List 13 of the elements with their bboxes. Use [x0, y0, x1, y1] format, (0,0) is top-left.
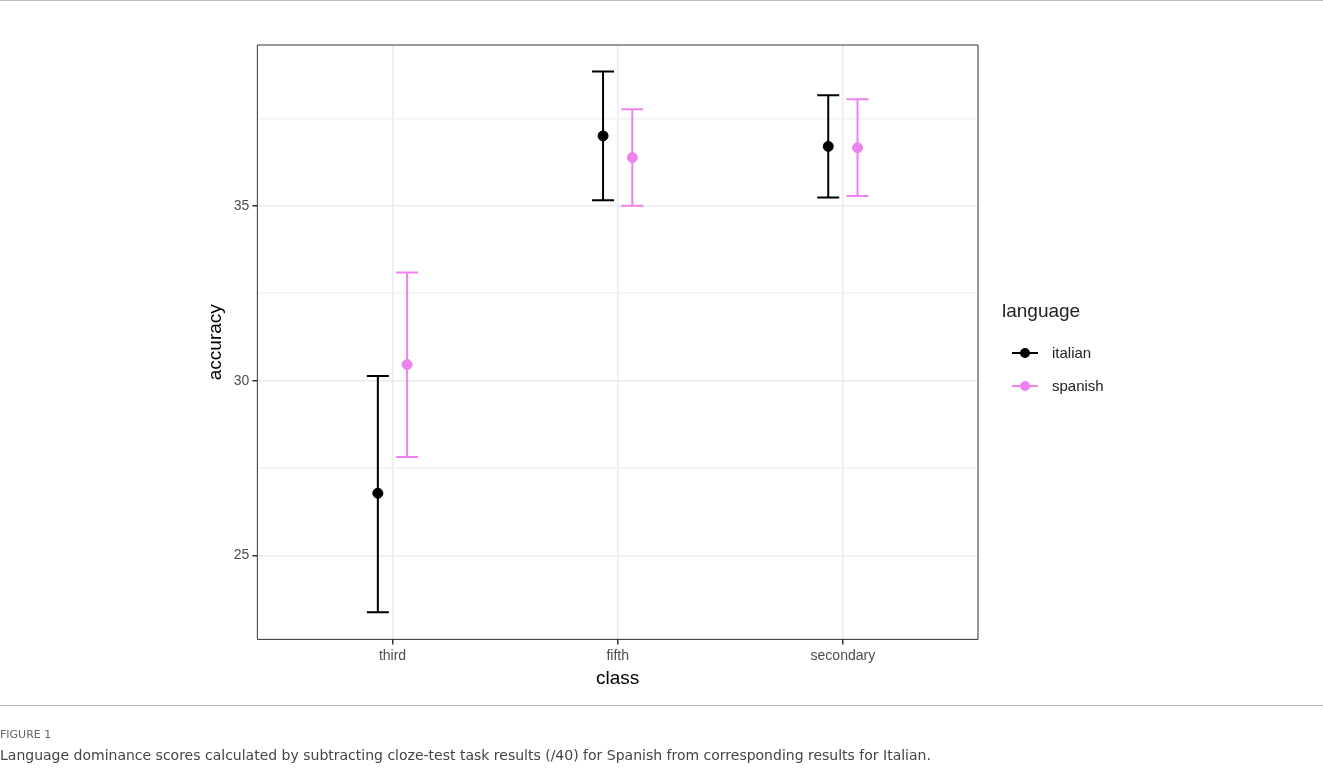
y-tick-label: 35	[233, 196, 250, 213]
legend-label: spanish	[1052, 377, 1104, 394]
y-tick-label: 30	[233, 371, 250, 388]
x-axis-title: class	[596, 666, 640, 688]
y-axis-title: accuracy	[203, 303, 225, 381]
x-tick-label: third	[378, 646, 407, 663]
x-tick-label: fifth	[606, 646, 629, 663]
x-tick-label: secondary	[810, 646, 876, 663]
legend-title: language	[1002, 300, 1082, 322]
text: Language dominance scores calculated by subtracting cloze-test task results (/40) for Spanish from corresponding results for Italian.	[0, 747, 932, 763]
caption: FIGURE 1	[0, 728, 53, 741]
legend-label: italian	[1052, 344, 1092, 361]
y-tick-label: 25	[233, 546, 250, 563]
